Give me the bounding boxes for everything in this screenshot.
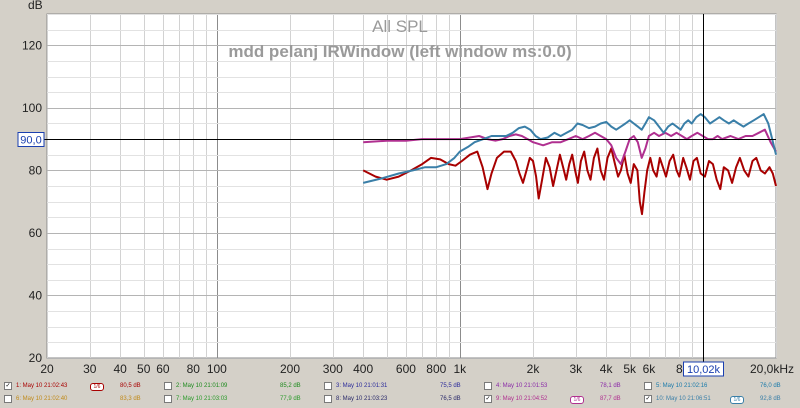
y-tick-label: 40	[29, 288, 43, 302]
legend-value: 83,3 dB	[120, 396, 141, 402]
legend-label: 9: May 10 21:04:52	[496, 396, 548, 402]
legend-label: 7: May 10 21:03:03	[176, 396, 228, 402]
legend-smoothing-swatch[interactable]: 1/6	[90, 383, 104, 391]
x-tick-label: 20	[40, 362, 54, 376]
x-tick-label: 600	[396, 362, 416, 376]
legend-panel: ✓ 1: May 10 21:02:43 1/6 80,5 dB 2: May 10 2…	[0, 378, 800, 408]
x-tick-label: 200	[280, 362, 300, 376]
cursor-x-readout: 10,02k	[687, 364, 721, 376]
legend-value: 85,2 dB	[280, 383, 301, 389]
legend-value: 76,0 dB	[760, 383, 781, 389]
chart-subtitle: mdd pelanj IRWindow (left window ms:0.0)	[228, 42, 571, 61]
legend-checkbox[interactable]	[164, 382, 172, 390]
legend-item[interactable]: 2: May 10 21:01:09 85,2 dB	[164, 380, 320, 392]
x-tick-label: 4k	[600, 362, 614, 376]
legend-label: 1: May 10 21:02:43	[16, 383, 68, 389]
spl-chart[interactable]: All SPL mdd pelanj IRWindow (left window …	[0, 0, 800, 378]
series-line-3	[362, 113, 777, 184]
legend-label: 8: May 10 21:03:23	[336, 396, 388, 402]
legend-smoothing-swatch[interactable]: 1/6	[730, 396, 744, 404]
legend-smoothing-swatch[interactable]: 1/6	[570, 396, 584, 404]
y-tick-label: 60	[29, 226, 43, 240]
cursor-y-readout-box	[17, 132, 45, 147]
legend-label: 10: May 10 21:06:51	[656, 396, 711, 402]
legend-item[interactable]: ✓ 10: May 10 21:06:51 1/6 92,8 dB	[644, 393, 800, 405]
legend-checkbox[interactable]	[4, 395, 12, 403]
cursor-x-readout-box	[683, 361, 724, 377]
legend-label: 4: May 10 21:01:53	[496, 383, 548, 389]
legend-checkbox[interactable]	[324, 395, 332, 403]
x-tick-label: 5k	[623, 362, 637, 376]
legend-value: 78,1 dB	[600, 383, 621, 389]
legend-item[interactable]: 5: May 10 21:02:16 76,0 dB	[644, 380, 800, 392]
legend-checkbox[interactable]	[324, 382, 332, 390]
legend-checkbox[interactable]: ✓	[484, 395, 492, 403]
chart-area[interactable]: All SPL mdd pelanj IRWindow (left window …	[0, 0, 800, 378]
legend-item[interactable]: 3: May 10 21:01:31 75,5 dB	[324, 380, 480, 392]
y-tick-label: 20	[29, 351, 43, 365]
y-tick-label: 100	[22, 101, 42, 115]
y-tick-label: 120	[22, 38, 42, 52]
legend-item[interactable]: 7: May 10 21:03:03 77,9 dB	[164, 393, 320, 405]
chart-title: All SPL	[372, 17, 428, 36]
x-tick-label: 2k	[527, 362, 541, 376]
x-tick-label: 300	[323, 362, 343, 376]
x-tick-label: 50	[137, 362, 151, 376]
legend-value: 80,5 dB	[120, 383, 141, 389]
cursor-y-readout: 90,0	[20, 135, 41, 147]
x-tick-label: 400	[353, 362, 373, 376]
legend-item[interactable]: 8: May 10 21:03:23 76,5 dB	[324, 393, 480, 405]
legend-checkbox[interactable]	[644, 382, 652, 390]
x-tick-label: 1k	[454, 362, 468, 376]
x-tick-label: 60	[156, 362, 170, 376]
legend-value: 76,5 dB	[440, 396, 461, 402]
legend-label: 2: May 10 21:01:09	[176, 383, 228, 389]
legend-label: 5: May 10 21:02:16	[656, 383, 708, 389]
legend-value: 92,8 dB	[760, 396, 781, 402]
y-tick-label: 80	[29, 163, 43, 177]
x-tick-label: 6k	[643, 362, 657, 376]
y-axis-label: dB	[28, 0, 43, 12]
legend-item[interactable]: ✓ 9: May 10 21:04:52 1/6 87,7 dB	[484, 393, 640, 405]
legend-item[interactable]: ✓ 1: May 10 21:02:43 1/6 80,5 dB	[4, 380, 160, 392]
legend-label: 6: May 10 21:02:40	[16, 396, 68, 402]
series-line-2	[363, 128, 777, 166]
legend-checkbox[interactable]	[484, 382, 492, 390]
legend-value: 87,7 dB	[600, 396, 621, 402]
x-tick-label: 8	[676, 362, 683, 376]
x-tick-label: 100	[207, 362, 227, 376]
legend-value: 77,9 dB	[280, 396, 301, 402]
x-tick-label: 30	[83, 362, 97, 376]
series-line-1	[362, 147, 777, 216]
legend-checkbox[interactable]	[164, 395, 172, 403]
legend-item[interactable]: 4: May 10 21:01:53 78,1 dB	[484, 380, 640, 392]
legend-checkbox[interactable]: ✓	[644, 395, 652, 403]
legend-label: 3: May 10 21:01:31	[336, 383, 388, 389]
x-tick-label: 800	[426, 362, 446, 376]
x-tick-label: 3k	[569, 362, 583, 376]
x-tick-label: 80	[187, 362, 201, 376]
legend-checkbox[interactable]: ✓	[4, 382, 12, 390]
x-tick-label: 20,0kHz	[750, 362, 794, 376]
legend-value: 75,5 dB	[440, 383, 461, 389]
x-tick-label: 40	[113, 362, 127, 376]
legend-item[interactable]: 6: May 10 21:02:40 83,3 dB	[4, 393, 160, 405]
